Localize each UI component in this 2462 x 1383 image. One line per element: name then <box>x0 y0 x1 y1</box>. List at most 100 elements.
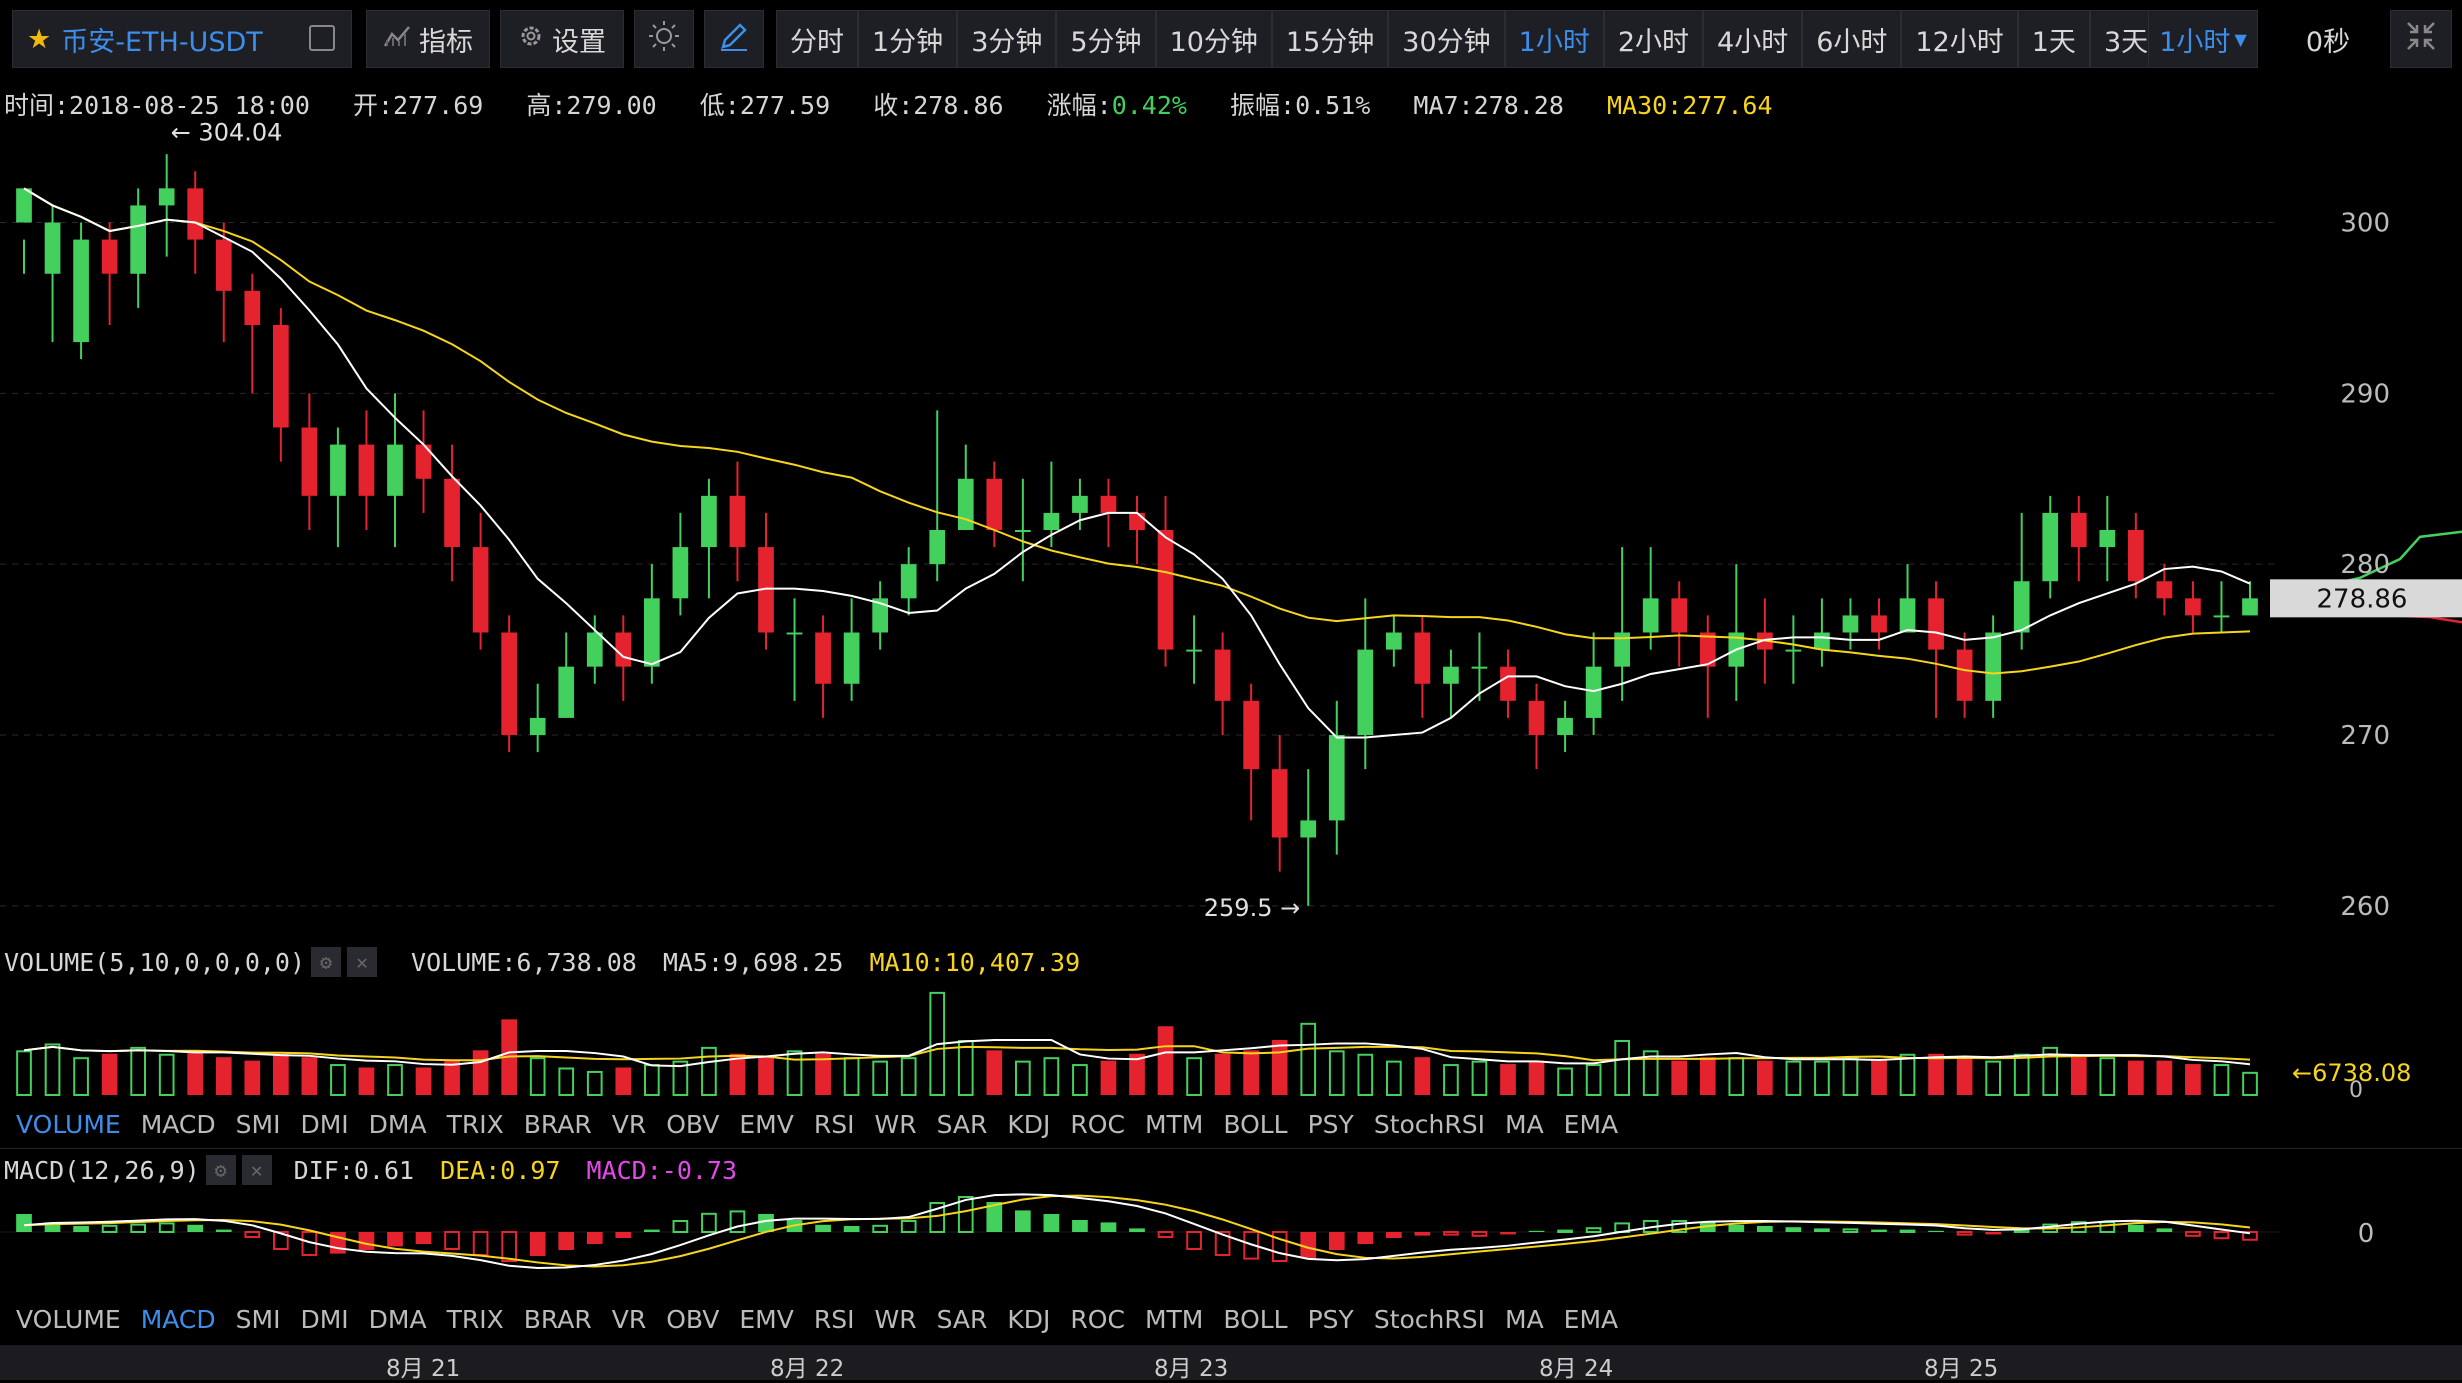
indicator-tab-dmi[interactable]: DMI <box>300 1305 349 1334</box>
timeframe-9[interactable]: 4小时 <box>1703 10 1803 68</box>
candle-body <box>2013 581 2030 633</box>
indicator-tab-obv[interactable]: OBV <box>666 1110 720 1139</box>
macd-settings-icon[interactable]: ⚙ <box>205 1155 236 1185</box>
price-axis: 300 290 280 270 260 <box>2340 209 2390 922</box>
indicator-tab-macd[interactable]: MACD <box>140 1110 216 1139</box>
indicator-tab-volume[interactable]: VOLUME <box>16 1305 121 1334</box>
settings-button[interactable]: 设置 <box>500 10 624 68</box>
indicator-tab-stochrsi[interactable]: StochRSI <box>1373 1305 1485 1334</box>
indicator-tab-smi[interactable]: SMI <box>235 1110 281 1139</box>
macd-bar <box>1300 1232 1317 1259</box>
macd-close-icon[interactable]: ✕ <box>241 1155 272 1185</box>
candle-body <box>358 444 375 496</box>
price-chart[interactable]: 300 290 280 270 260 278.86 ← 304.04 259.… <box>0 120 2462 940</box>
indicator-tab-sar[interactable]: SAR <box>936 1305 988 1334</box>
indicator-tab-vr[interactable]: VR <box>611 1110 647 1139</box>
settings-label: 设置 <box>552 26 606 58</box>
candle-body <box>1414 632 1431 684</box>
ohlc-info-bar: 时间:2018-08-25 18:00 开:277.69 高:279.00 低:… <box>4 86 1801 120</box>
volume-bar <box>1157 1026 1174 1095</box>
volume-close-icon[interactable]: ✕ <box>347 947 378 977</box>
indicator-tab-brar[interactable]: BRAR <box>523 1305 592 1334</box>
indicator-tab-volume[interactable]: VOLUME <box>16 1110 121 1139</box>
indicator-tab-mtm[interactable]: MTM <box>1144 1110 1204 1139</box>
candle-body <box>643 598 660 667</box>
indicator-tab-smi[interactable]: SMI <box>235 1305 281 1334</box>
candle-body <box>1357 649 1374 735</box>
indicator-tab-trix[interactable]: TRIX <box>446 1305 504 1334</box>
indicator-tab-trix[interactable]: TRIX <box>446 1110 504 1139</box>
volume-bar <box>472 1050 489 1095</box>
timeframe-3[interactable]: 5分钟 <box>1056 10 1156 68</box>
candle-body <box>929 530 946 565</box>
ma7-line <box>23 187 2251 739</box>
indicator-tab-roc[interactable]: ROC <box>1070 1110 1125 1139</box>
timeframe-0[interactable]: 分时 <box>776 10 858 68</box>
popout-icon[interactable] <box>309 25 335 51</box>
macd-chart[interactable]: 0 <box>0 1190 2462 1300</box>
theme-button[interactable] <box>634 10 694 68</box>
sun-icon <box>647 19 681 60</box>
indicator-tab-dma[interactable]: DMA <box>368 1110 427 1139</box>
indicator-tab-boll[interactable]: BOLL <box>1223 1305 1288 1334</box>
fullscreen-button[interactable] <box>2390 10 2452 68</box>
timeframe-11[interactable]: 12小时 <box>1901 10 2018 68</box>
timeframe-dropdown[interactable]: 1小时 ▼ <box>2148 10 2258 68</box>
indicator-tab-macd[interactable]: MACD <box>140 1305 216 1334</box>
volume-bar <box>2099 1057 2116 1096</box>
indicator-tab-rsi[interactable]: RSI <box>813 1110 855 1139</box>
indicator-tab-ema[interactable]: EMA <box>1563 1305 1619 1334</box>
macd-bar <box>1014 1210 1031 1232</box>
indicator-tab-psy[interactable]: PSY <box>1307 1305 1354 1334</box>
indicator-tab-obv[interactable]: OBV <box>666 1305 720 1334</box>
timeframe-10[interactable]: 6小时 <box>1802 10 1902 68</box>
refresh-counter[interactable]: 0秒 <box>2268 10 2388 68</box>
indicator-tab-boll[interactable]: BOLL <box>1223 1110 1288 1139</box>
timeframe-6[interactable]: 30分钟 <box>1388 10 1505 68</box>
timeframe-5[interactable]: 15分钟 <box>1271 10 1389 68</box>
indicator-tab-roc[interactable]: ROC <box>1070 1305 1125 1334</box>
timeframe-2[interactable]: 3分钟 <box>957 10 1057 68</box>
volume-bar <box>1443 1064 1459 1096</box>
candle-body <box>2156 581 2173 599</box>
indicators-button[interactable]: 指标 <box>366 10 490 68</box>
indicator-tab-kdj[interactable]: KDJ <box>1007 1305 1051 1334</box>
candle-body <box>1072 495 1088 513</box>
volume-bar <box>2013 1053 2030 1096</box>
indicator-tab-rsi[interactable]: RSI <box>813 1305 855 1334</box>
ma-lines <box>23 187 2251 739</box>
timeframe-1[interactable]: 1分钟 <box>858 10 958 68</box>
timeframe-7[interactable]: 1小时 <box>1504 10 1604 68</box>
indicator-tab-stochrsi[interactable]: StochRSI <box>1373 1110 1485 1139</box>
volume-bar <box>758 1057 774 1095</box>
indicator-tab-emv[interactable]: EMV <box>739 1305 794 1334</box>
indicator-tab-wr[interactable]: WR <box>874 1305 917 1334</box>
timeframe-8[interactable]: 2小时 <box>1603 10 1704 68</box>
indicator-tab-emv[interactable]: EMV <box>739 1110 794 1139</box>
draw-button[interactable] <box>704 10 764 68</box>
timeframe-12[interactable]: 1天 <box>2017 10 2090 68</box>
volume-bar <box>1642 1050 1659 1096</box>
indicator-tab-dma[interactable]: DMA <box>368 1305 427 1334</box>
indicator-tab-brar[interactable]: BRAR <box>523 1110 592 1139</box>
indicator-tab-ma[interactable]: MA <box>1505 1305 1544 1334</box>
indicator-tab-psy[interactable]: PSY <box>1307 1110 1354 1139</box>
candle-body <box>2127 530 2144 582</box>
volume-settings-icon[interactable]: ⚙ <box>311 947 342 977</box>
star-icon[interactable]: ★ <box>27 23 52 55</box>
macd-bar <box>130 1223 147 1233</box>
indicator-tab-mtm[interactable]: MTM <box>1144 1305 1204 1334</box>
indicator-tab-dmi[interactable]: DMI <box>300 1110 349 1139</box>
symbol-selector[interactable]: ★ 币安-ETH-USDT <box>12 10 352 68</box>
macd-bar <box>1785 1227 1802 1232</box>
indicator-tab-vr[interactable]: VR <box>611 1305 647 1334</box>
volume-bar <box>1928 1053 1944 1095</box>
indicator-tab-ema[interactable]: EMA <box>1563 1110 1619 1139</box>
indicator-tab-sar[interactable]: SAR <box>936 1110 988 1139</box>
indicator-tab-kdj[interactable]: KDJ <box>1007 1110 1051 1139</box>
volume-chart[interactable]: ←6738.08 0 <box>0 985 2462 1100</box>
indicator-tab-ma[interactable]: MA <box>1505 1110 1544 1139</box>
chart-icon <box>383 24 411 55</box>
timeframe-4[interactable]: 10分钟 <box>1155 10 1272 68</box>
indicator-tab-wr[interactable]: WR <box>874 1110 917 1139</box>
